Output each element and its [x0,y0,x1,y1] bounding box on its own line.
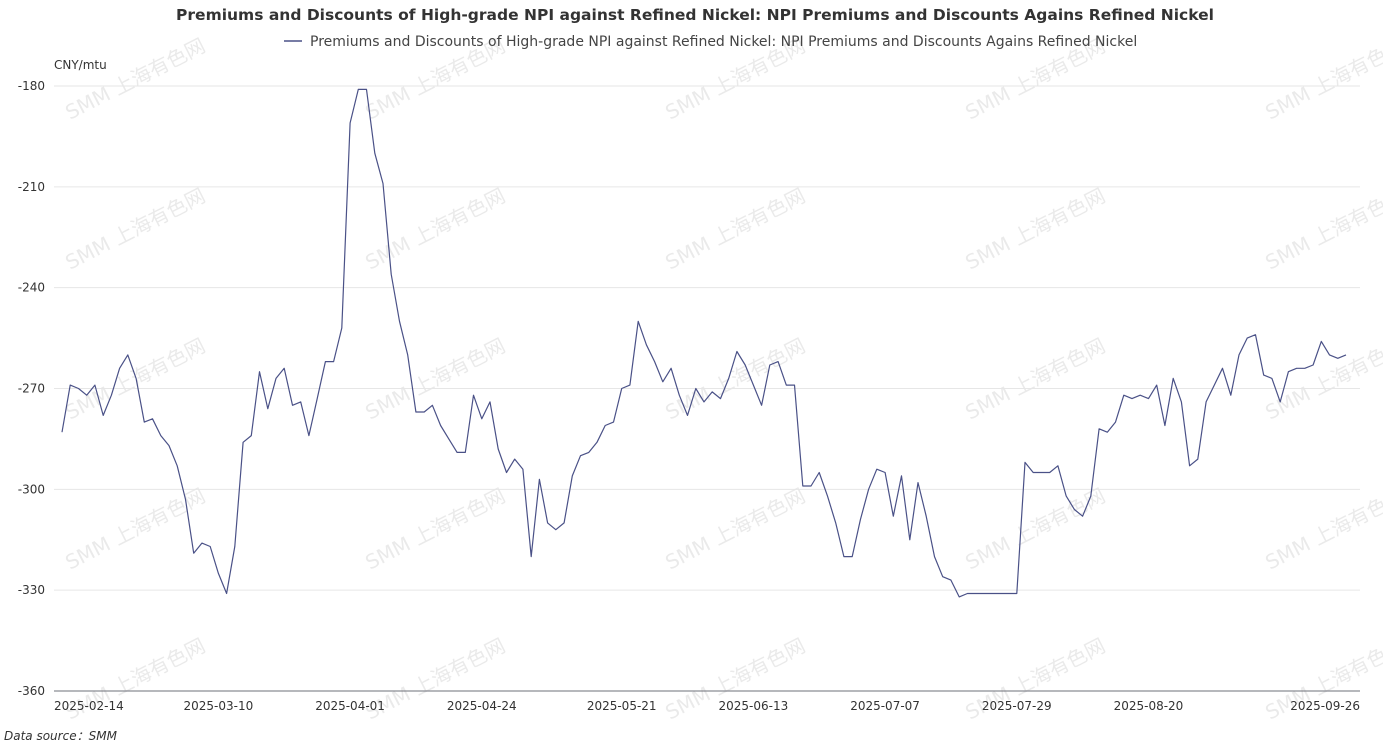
x-tick-label: 2025-02-14 [54,699,124,713]
y-axis-unit: CNY/mtu [54,58,107,72]
watermark-text: SMM 上海有色网 [961,183,1109,274]
series-line[interactable] [61,88,1347,598]
grid-lines [54,85,1360,591]
data-source: Data source：SMM [4,729,118,743]
watermark-text: SMM 上海有色网 [61,483,209,574]
y-tick-label: -360 [18,684,45,698]
watermark-text: SMM 上海有色网 [61,183,209,274]
y-axis-ticks: -180 -210 -240 -270 -300 -330 -360 [18,79,45,698]
watermark-text: SMM 上海有色网 [961,333,1109,424]
x-tick-label: 2025-09-26 [1290,699,1360,713]
watermark-text: SMM 上海有色网 [661,183,809,274]
y-tick-label: -270 [18,382,45,396]
data-source-label: Data source： [4,729,89,743]
watermark-text: SMM 上海有色网 [1261,333,1383,424]
y-tick-label: -300 [18,482,45,496]
data-source-value: SMM [89,729,118,743]
chart-title: Premiums and Discounts of High-grade NPI… [176,6,1214,24]
y-tick-label: -180 [18,79,45,93]
x-tick-label: 2025-08-20 [1114,699,1184,713]
watermark-text: SMM 上海有色网 [61,333,209,424]
watermark-text: SMM 上海有色网 [661,483,809,574]
watermark-text: SMM 上海有色网 [61,33,209,124]
x-tick-label: 2025-07-07 [850,699,920,713]
x-tick-label: 2025-04-01 [315,699,385,713]
x-tick-label: 2025-05-21 [587,699,657,713]
watermark-text: SMM 上海有色网 [361,483,509,574]
series-layer [61,88,1347,598]
y-tick-label: -240 [18,281,45,295]
watermark-layer: SMM 上海有色网 SMM 上海有色网 SMM 上海有色网 SMM 上海有色网 SMM … [61,33,1383,724]
watermark-text: SMM 上海有色网 [361,183,509,274]
x-tick-label: 2025-03-10 [184,699,254,713]
y-tick-label: -330 [18,583,45,597]
x-tick-label: 2025-04-24 [447,699,517,713]
watermark-text: SMM 上海有色网 [961,483,1109,574]
x-tick-label: 2025-07-29 [982,699,1052,713]
y-tick-label: -210 [18,180,45,194]
watermark-text: SMM 上海有色网 [1261,483,1383,574]
x-axis-ticks: 2025-02-14 2025-03-10 2025-04-01 2025-04-24… [54,699,1360,713]
x-tick-label: 2025-06-13 [719,699,789,713]
watermark-text: SMM 上海有色网 [1261,33,1383,124]
watermark-text: SMM 上海有色网 [661,333,809,424]
legend[interactable]: Premiums and Discounts of High-grade NPI… [284,34,1137,50]
legend-label: Premiums and Discounts of High-grade NPI… [310,34,1137,50]
watermark-text: SMM 上海有色网 [1261,183,1383,274]
